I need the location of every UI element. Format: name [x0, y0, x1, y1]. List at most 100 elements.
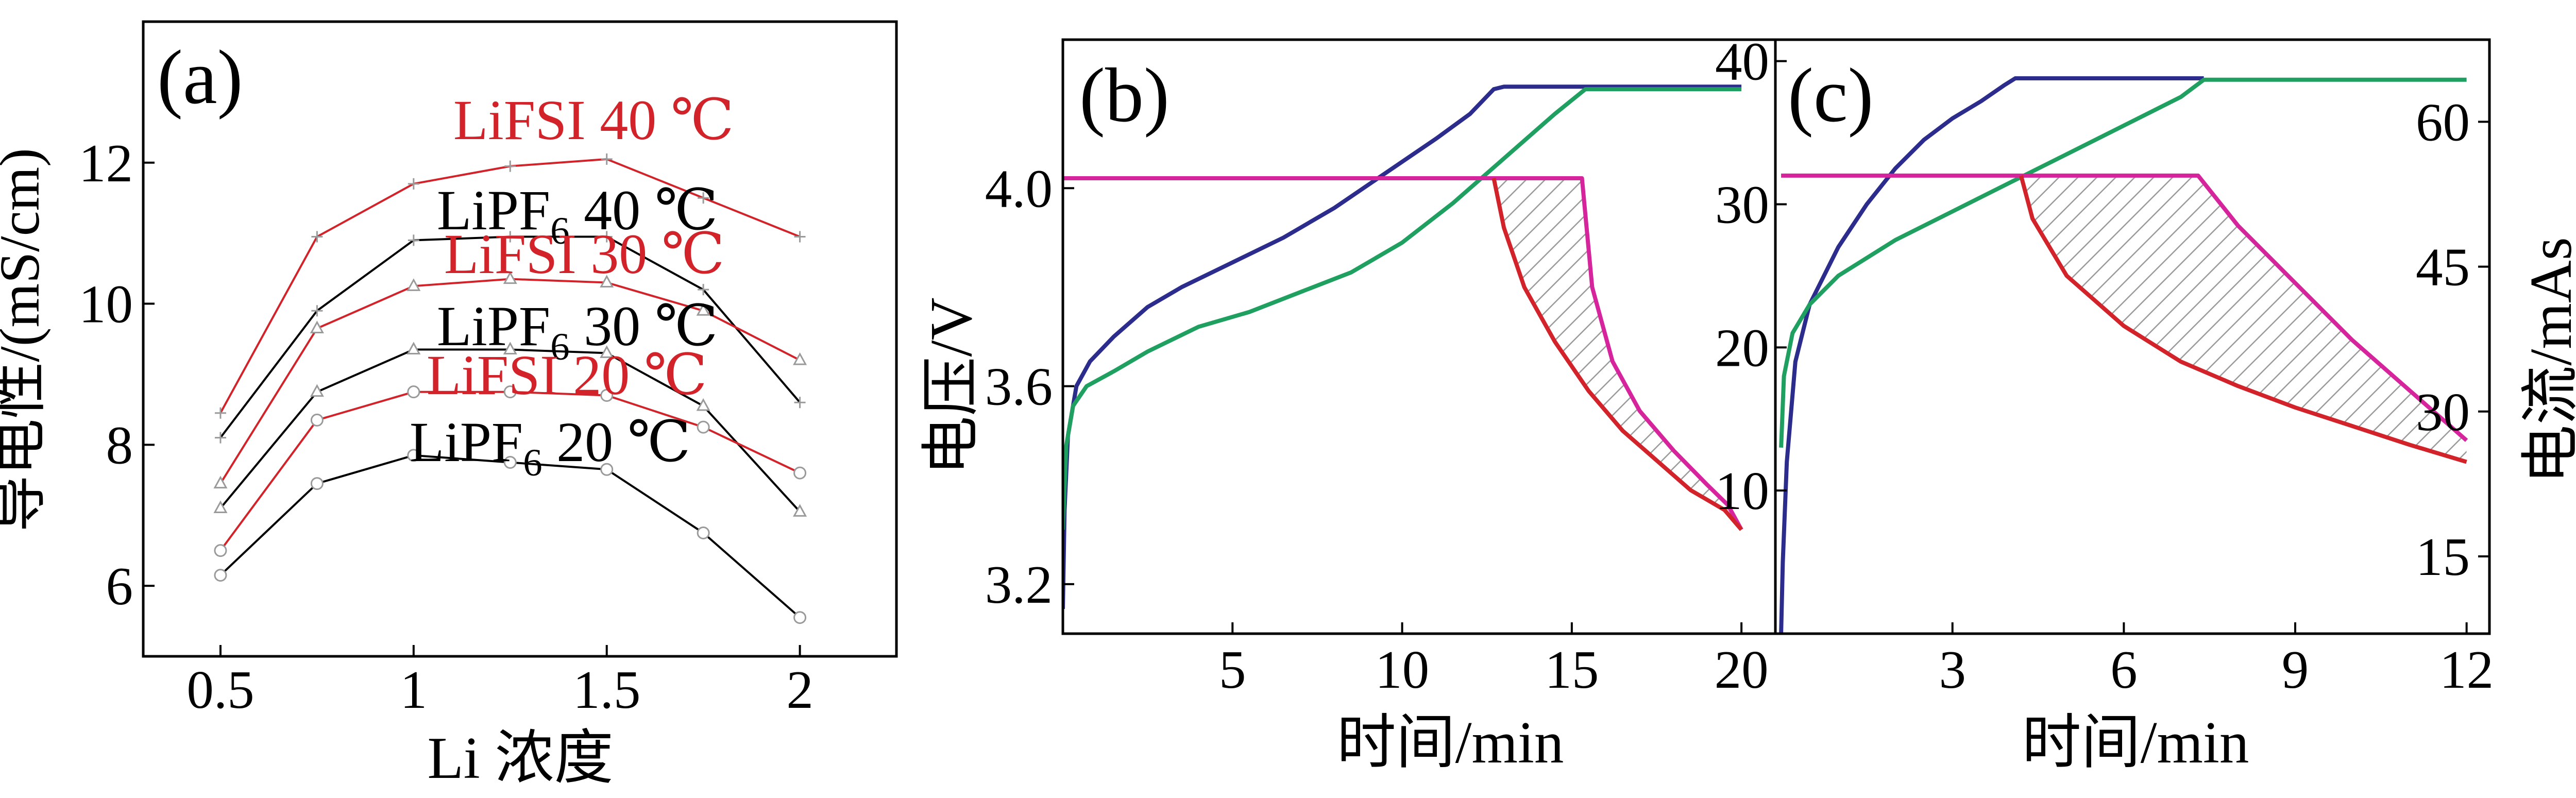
panel-a-legend-label: LiFSI 20 ℃ — [427, 344, 707, 406]
panel-a-point — [697, 526, 710, 539]
panel-c-ytick-right-label: 60 — [2416, 92, 2470, 152]
panel-a-point — [698, 284, 709, 296]
panel-a-tag: (a) — [157, 35, 243, 120]
panel-c-ytick-right-label: 30 — [2416, 382, 2470, 442]
panel-b-ytick-label: 3.2 — [985, 554, 1053, 615]
panel-a-series-line — [219, 454, 801, 619]
panel-a-point — [310, 477, 324, 490]
panel-a-point — [503, 271, 517, 284]
panel-b-magenta-curve — [1063, 176, 1743, 531]
panel-c-xtick-label: 12 — [2439, 639, 2494, 700]
panel-c-ytick-left-label: 40 — [1715, 31, 1769, 92]
panel-c-xtick-label: 6 — [2110, 639, 2138, 700]
panel-c-frame — [1774, 38, 2491, 635]
panel-a-point — [794, 231, 806, 243]
panel-a-point — [408, 234, 419, 246]
panel-b-series — [1063, 84, 1743, 609]
panel-b-red-curve — [1492, 178, 1743, 531]
panel-a-legend-label: LiPF6 30 ℃ — [437, 295, 718, 368]
panel-a-point — [503, 342, 517, 355]
panel-a-ytick-label: 8 — [106, 415, 133, 475]
panel-a-point — [310, 384, 324, 397]
panel-a-point — [600, 463, 614, 476]
panel-c-ticks: 3 6 9 12 10 20 30 40 15 30 45 60 — [1715, 31, 2494, 700]
panel-a-legend-label: LiFSI 30 ℃ — [444, 223, 725, 285]
panel-b-ticks: 5 10 15 20 3.2 3.6 4.0 — [985, 158, 1769, 700]
panel-a-point — [406, 278, 421, 291]
panel-c-navy-curve — [1779, 76, 2204, 634]
panel-c-xlabel: 时间/min — [2022, 710, 2249, 775]
panel-a-point — [504, 160, 516, 172]
panel-a-legend-label: LiFSI 40 ℃ — [453, 89, 734, 151]
panel-b-xtick-label: 10 — [1375, 639, 1429, 700]
panel-c-ytick-left-label: 30 — [1715, 175, 1769, 235]
panel-a-point — [698, 192, 709, 204]
panel-c-green-curve — [1779, 77, 2467, 448]
panel-a-point — [310, 320, 324, 333]
panel-b-xtick-label: 15 — [1545, 639, 1599, 700]
panel-a-point — [310, 413, 324, 427]
panel-a-point — [311, 231, 323, 243]
panel-b-ytick-label: 4.0 — [985, 158, 1053, 218]
panel-a-point — [601, 153, 613, 165]
panel-a-xtick-label: 2 — [786, 659, 814, 720]
panel-a-point — [214, 432, 226, 444]
panel-a-point — [600, 389, 614, 402]
panel-a-xtick-label: 1.5 — [573, 659, 640, 720]
panel-c-magenta-curve — [1781, 173, 2468, 442]
panel-a-ytick-label: 12 — [79, 133, 133, 193]
panel-a-point — [213, 500, 228, 514]
panel-a-ytick-label: 6 — [106, 556, 133, 616]
panel-c-ytick-right-label: 15 — [2416, 527, 2470, 587]
panel-a-point — [793, 611, 807, 624]
panel-a-point — [600, 275, 614, 287]
panel-c: 3 6 9 12 10 20 30 40 15 30 45 60 (c) 时间/min 电流/mAs — [1715, 31, 2576, 775]
panel-b-xtick-label: 5 — [1219, 639, 1246, 700]
panel-c-xtick-label: 9 — [2282, 639, 2309, 700]
panel-b-xlabel: 时间/min — [1337, 710, 1564, 775]
panel-a-point — [214, 544, 227, 557]
panel-a-point — [793, 352, 807, 365]
panel-a-point — [214, 569, 227, 582]
panel-b-ytick-label: 3.6 — [985, 356, 1053, 417]
panel-c-ytick-left-label: 10 — [1715, 461, 1769, 521]
panel-a-frame — [142, 20, 898, 658]
panel-a-point — [504, 231, 516, 243]
panel-c-xtick-label: 3 — [1939, 639, 1966, 700]
panel-a-point — [696, 398, 710, 411]
panel-a-point — [407, 385, 420, 399]
panel-c-series — [1779, 76, 2468, 634]
panel-c-tag: (c) — [1788, 53, 1873, 138]
panel-a-point — [406, 342, 421, 355]
panel-a-point — [696, 303, 710, 316]
panel-a-xtick-label: 0.5 — [187, 659, 254, 720]
panel-a-point — [793, 504, 807, 517]
panel-b-hatched-area — [1494, 178, 1742, 530]
panel-c-ylabel-right: 电流/mAs — [2518, 237, 2576, 484]
panel-b-tag: (b) — [1079, 53, 1170, 138]
panel-a-point — [311, 305, 323, 317]
panel-a-point — [213, 476, 228, 489]
panel-a-xlabel: Li 浓度 — [428, 725, 614, 791]
panel-b-xtick-label: 20 — [1715, 639, 1769, 700]
panel-c-ytick-right-label: 45 — [2416, 237, 2470, 297]
panel-a-point — [503, 385, 517, 399]
panel-a-xtick-label: 1 — [400, 659, 428, 720]
panel-a-point — [407, 449, 420, 462]
panel-a-legend-label: LiPF6 20 ℃ — [410, 411, 691, 484]
panel-c-red-curve — [2019, 175, 2467, 464]
panel-b: 5 10 15 20 3.2 3.6 4.0 (b) 时间/min 电压/V — [919, 38, 1777, 775]
panel-a-point — [793, 466, 807, 480]
panel-a-ticks: 0.5 1 1.5 2 6 8 10 12 — [79, 133, 814, 720]
panel-b-navy-curve — [1063, 84, 1742, 609]
panel-a-point — [600, 345, 614, 358]
panel-a-point — [503, 456, 517, 469]
panel-a-ytick-label: 10 — [79, 274, 133, 334]
panel-a-point — [408, 178, 419, 190]
panel-a-point — [214, 407, 226, 419]
panel-a-point — [697, 420, 710, 434]
panel-b-ylabel: 电压/V — [919, 297, 984, 475]
